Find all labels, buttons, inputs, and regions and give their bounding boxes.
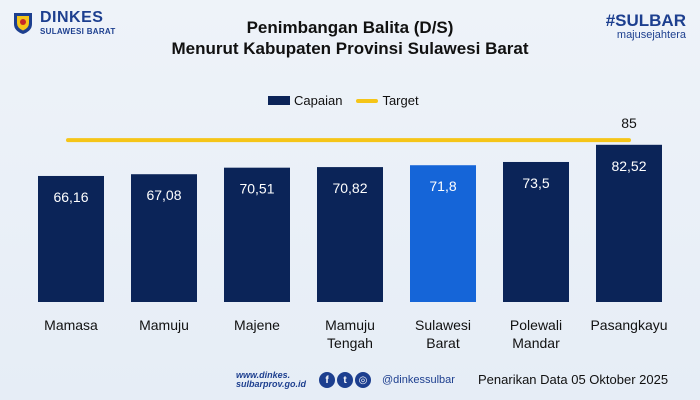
category-label-4-line-2: Barat	[426, 335, 460, 351]
category-label-5: Polewali	[510, 317, 562, 333]
bar-value-label-5: 73,5	[522, 175, 549, 191]
bar-4	[410, 165, 476, 302]
category-label-3-line-2: Tengah	[327, 335, 373, 351]
social-icons: f t ◎	[319, 372, 371, 388]
legend-swatch-target	[356, 98, 379, 103]
legend-label-target: Target	[382, 93, 419, 108]
website-line-1: www.dinkes.	[236, 370, 291, 380]
footer: www.dinkes. sulbarprov.go.id f t ◎ @dink…	[0, 371, 700, 391]
bar-1	[131, 174, 197, 302]
brand-subtitle: SULAWESI BARAT	[40, 27, 116, 36]
hashtag: #SULBAR	[605, 11, 686, 30]
chart-title-line-2: Menurut Kabupaten Provinsi Sulawesi Bara…	[171, 39, 529, 58]
tagline: majusejahtera	[616, 29, 686, 41]
chart-title: Penimbangan Balita (D/S) Menurut Kabupat…	[0, 17, 700, 59]
bar-value-label-0: 66,16	[53, 189, 88, 205]
category-label-0: Mamasa	[44, 317, 98, 333]
campaign-tag: #SULBAR majusejahtera	[606, 12, 686, 41]
chart-title-line-1: Penimbangan Balita (D/S)	[246, 18, 454, 37]
category-label-4: Sulawesi	[415, 317, 471, 333]
facebook-icon[interactable]: f	[319, 372, 335, 388]
province-emblem-icon	[14, 13, 32, 34]
legend-label-capaian: Capaian	[294, 93, 343, 108]
category-label-5-line-2: Mandar	[512, 335, 560, 351]
social-handle: @dinkessulbar	[382, 374, 455, 386]
website-url: www.dinkes. sulbarprov.go.id	[236, 371, 306, 389]
data-source-note: Penarikan Data 05 Oktober 2025	[478, 372, 669, 387]
bar-value-label-1: 67,08	[146, 187, 181, 203]
chart-legend: Capaian Target	[268, 93, 419, 108]
target-value-label: 85	[621, 115, 637, 131]
bar-2	[224, 167, 290, 302]
bar-value-label-4: 71,8	[429, 178, 456, 194]
bar-value-label-6: 82,52	[611, 158, 646, 174]
bar-3	[317, 167, 383, 302]
website-line-2: sulbarprov.go.id	[236, 379, 307, 389]
bar-5	[503, 161, 569, 302]
bar-value-label-3: 70,82	[332, 180, 367, 196]
twitter-icon[interactable]: t	[337, 372, 353, 388]
brand-name: DINKES	[40, 9, 104, 26]
bar-6	[596, 144, 662, 302]
bar-0	[38, 175, 104, 302]
category-label-3: Mamuju	[325, 317, 375, 333]
legend-swatch-capaian	[268, 96, 290, 105]
brand-logo: DINKES SULAWESI BARAT	[12, 10, 116, 36]
instagram-icon[interactable]: ◎	[355, 372, 371, 388]
bar-value-label-2: 70,51	[239, 181, 274, 197]
category-label-6: Pasangkayu	[590, 317, 667, 333]
category-label-2: Majene	[234, 317, 280, 333]
category-label-1: Mamuju	[139, 317, 189, 333]
